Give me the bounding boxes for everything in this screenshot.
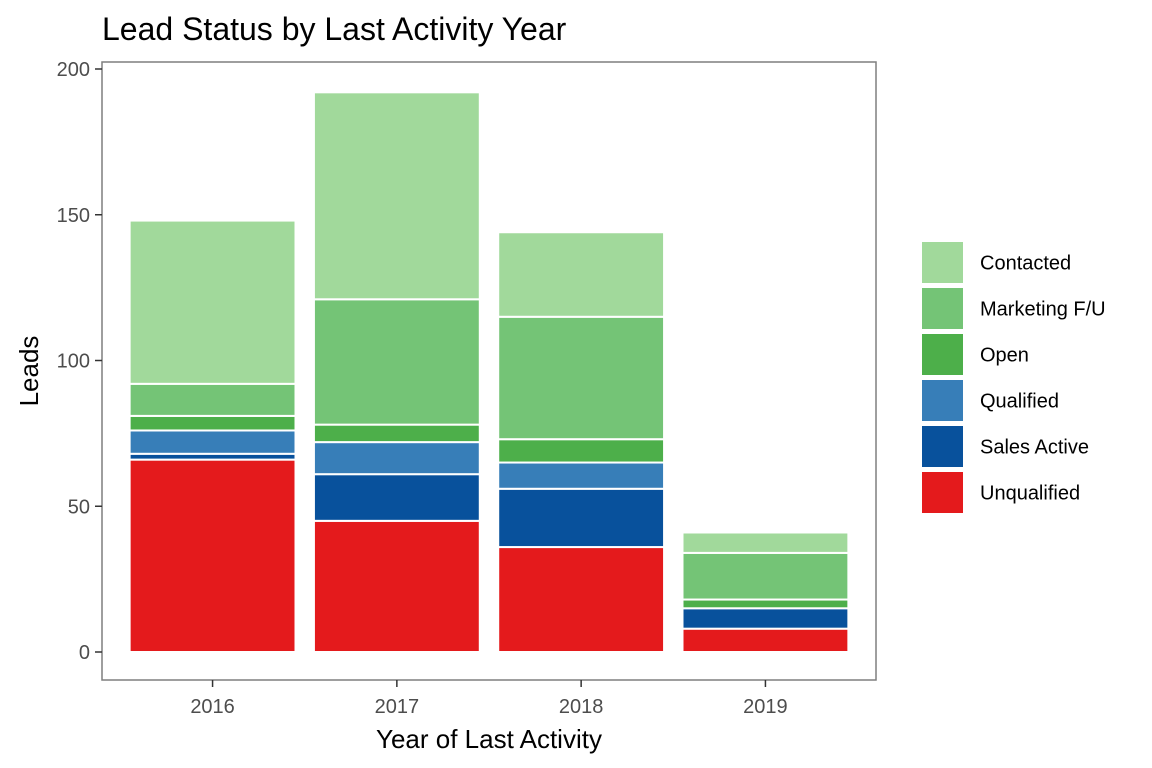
bar-segment-2018-sales-active: [497, 487, 666, 549]
legend-key-qualified: [922, 380, 963, 421]
legend-label: Marketing F/U: [980, 299, 1106, 321]
bar-segment-2017-marketing-f-u: [312, 298, 481, 426]
y-tick-label: 150: [57, 205, 90, 227]
bar-segment-2019-sales-active: [681, 607, 850, 630]
bar-segment-2018-marketing-f-u: [497, 315, 666, 441]
x-tick-label: 2019: [743, 696, 788, 718]
legend-key-marketing-f-u: [922, 288, 963, 329]
bar-segment-2016-unqualified: [128, 458, 297, 653]
legend-label: Qualified: [980, 391, 1059, 413]
bar-segment-2016-contacted: [128, 219, 297, 385]
bars-layer: [128, 91, 850, 654]
y-tick-label: 200: [57, 59, 90, 81]
legend-label: Contacted: [980, 253, 1071, 275]
x-tick-label: 2016: [190, 696, 235, 718]
bar-segment-2017-sales-active: [312, 473, 481, 522]
chart-title: Lead Status by Last Activity Year: [102, 11, 567, 47]
bar-segment-2018-open: [497, 438, 666, 464]
x-axis-title: Year of Last Activity: [376, 724, 602, 754]
bar-segment-2017-open: [312, 423, 481, 444]
y-tick-label: 0: [79, 642, 90, 664]
bar-segment-2018-contacted: [497, 231, 666, 318]
y-axis: 0 50 100 150 200: [57, 59, 102, 664]
bar-segment-2019-marketing-f-u: [681, 551, 850, 601]
bar-segment-2016-qualified: [128, 429, 297, 455]
x-tick-label: 2018: [559, 696, 604, 718]
bar-segment-2018-unqualified: [497, 546, 666, 653]
bar-segment-2018-qualified: [497, 461, 666, 490]
legend-key-sales-active: [922, 426, 963, 467]
bar-segment-2016-marketing-f-u: [128, 382, 297, 417]
legend-label: Open: [980, 345, 1029, 367]
y-tick-label: 100: [57, 351, 90, 373]
x-tick-label: 2017: [375, 696, 420, 718]
bar-segment-2019-unqualified: [681, 627, 850, 653]
legend-label: Sales Active: [980, 437, 1089, 459]
bar-segment-2016-open: [128, 414, 297, 432]
legend-label: Unqualified: [980, 483, 1080, 505]
legend-key-contacted: [922, 242, 963, 283]
bar-segment-2017-contacted: [312, 91, 481, 301]
x-axis: 2016 2017 2018 2019: [190, 680, 788, 718]
legend: Contacted Marketing F/U Open Qualified Sales…: [922, 242, 1106, 513]
legend-key-unqualified: [922, 472, 963, 513]
bar-segment-2017-qualified: [312, 441, 481, 476]
y-axis-title: Leads: [14, 336, 44, 407]
bar-segment-2017-unqualified: [312, 519, 481, 654]
y-tick-label: 50: [68, 496, 90, 518]
bar-segment-2019-contacted: [681, 531, 850, 554]
bar-segment-2019-open: [681, 598, 850, 610]
legend-key-open: [922, 334, 963, 375]
